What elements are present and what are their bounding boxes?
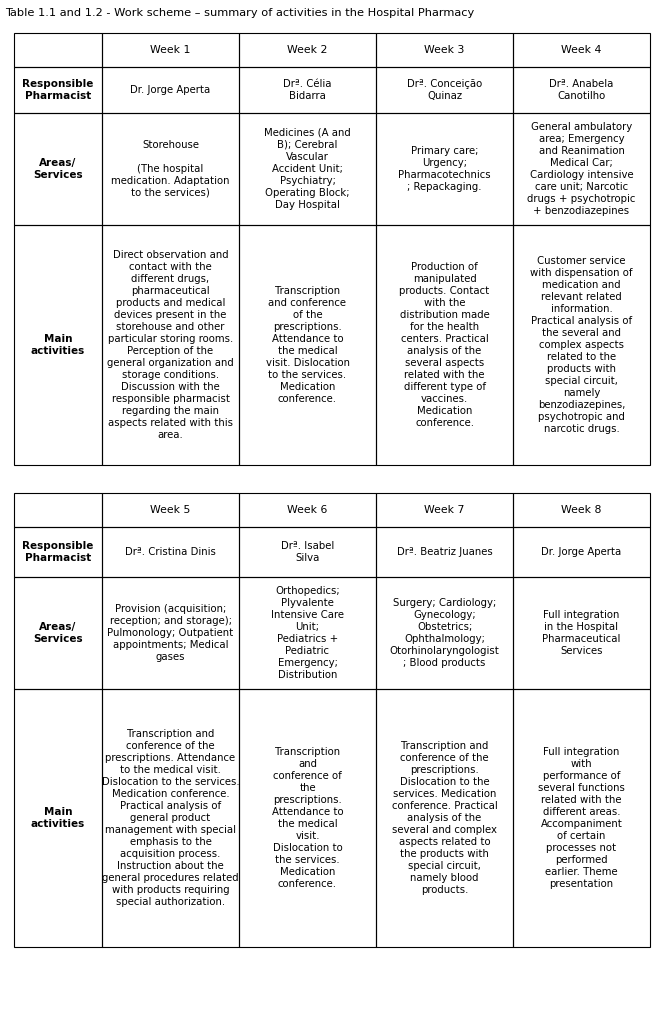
Text: Week 8: Week 8: [561, 505, 602, 515]
Bar: [239, 33, 376, 67]
Text: Full integration
with
performance of
several functions
related with the
differen: Full integration with performance of sev…: [538, 747, 625, 889]
Bar: [14, 67, 102, 113]
Text: Drª. Anabela
Canotilho: Drª. Anabela Canotilho: [549, 79, 613, 101]
Text: Drª. Célia
Bidarra: Drª. Célia Bidarra: [284, 79, 332, 101]
Text: Responsible
Pharmacist: Responsible Pharmacist: [22, 541, 94, 563]
Text: Full integration
in the Hospital
Pharmaceutical
Services: Full integration in the Hospital Pharmac…: [542, 610, 621, 657]
Bar: [376, 33, 513, 67]
Text: Drª. Cristina Dinis: Drª. Cristina Dinis: [125, 547, 216, 557]
Bar: [376, 113, 513, 225]
Text: Week 7: Week 7: [424, 505, 465, 515]
Text: Dr. Jorge Aperta: Dr. Jorge Aperta: [130, 85, 211, 95]
Bar: [102, 527, 239, 577]
Text: Areas/
Services: Areas/ Services: [33, 622, 83, 644]
Bar: [102, 689, 239, 947]
Text: Direct observation and
contact with the
different drugs,
pharmaceutical
products: Direct observation and contact with the …: [107, 250, 234, 440]
Bar: [14, 689, 102, 947]
Text: Main
activities: Main activities: [31, 334, 85, 356]
Bar: [102, 493, 239, 527]
Bar: [513, 225, 650, 465]
Bar: [14, 113, 102, 225]
Text: Main
activities: Main activities: [31, 807, 85, 829]
Bar: [239, 225, 376, 465]
Bar: [376, 493, 513, 527]
Bar: [376, 67, 513, 113]
Text: Week 4: Week 4: [561, 45, 602, 55]
Bar: [513, 67, 650, 113]
Bar: [376, 577, 513, 689]
Bar: [14, 225, 102, 465]
Bar: [513, 527, 650, 577]
Bar: [239, 67, 376, 113]
Text: Medicines (A and
B); Cerebral
Vascular
Accident Unit;
Psychiatry;
Operating Bloc: Medicines (A and B); Cerebral Vascular A…: [264, 128, 351, 210]
Text: Week 6: Week 6: [288, 505, 328, 515]
Bar: [102, 33, 239, 67]
Bar: [239, 689, 376, 947]
Text: Dr. Jorge Aperta: Dr. Jorge Aperta: [541, 547, 621, 557]
Text: Transcription and
conference of the
prescriptions.
Dislocation to the
services. : Transcription and conference of the pres…: [391, 741, 497, 895]
Text: Transcription
and
conference of
the
prescriptions.
Attendance to
the medical
vis: Transcription and conference of the pres…: [272, 747, 343, 889]
Bar: [513, 33, 650, 67]
Text: Storehouse

(The hospital
medication. Adaptation
to the services): Storehouse (The hospital medication. Ada…: [111, 140, 230, 198]
Text: Drª. Conceição
Quinaz: Drª. Conceição Quinaz: [407, 79, 482, 101]
Bar: [513, 577, 650, 689]
Bar: [239, 527, 376, 577]
Bar: [14, 577, 102, 689]
Text: Week 1: Week 1: [150, 45, 190, 55]
Text: Provision (acquisition;
reception; and storage);
Pulmonology; Outpatient
appoint: Provision (acquisition; reception; and s…: [107, 604, 233, 662]
Text: Drª. Isabel
Silva: Drª. Isabel Silva: [281, 541, 334, 563]
Text: Surgery; Cardiology;
Gynecology;
Obstetrics;
Ophthalmology;
Otorhinolaryngologis: Surgery; Cardiology; Gynecology; Obstetr…: [389, 598, 500, 668]
Bar: [376, 225, 513, 465]
Text: Production of
manipulated
products. Contact
with the
distribution made
for the h: Production of manipulated products. Cont…: [399, 262, 490, 428]
Bar: [239, 577, 376, 689]
Text: Customer service
with dispensation of
medication and
relevant related
informatio: Customer service with dispensation of me…: [530, 256, 633, 434]
Text: Table 1.1 and 1.2 - Work scheme – summary of activities in the Hospital Pharmacy: Table 1.1 and 1.2 - Work scheme – summar…: [5, 8, 474, 18]
Text: Week 2: Week 2: [288, 45, 328, 55]
Bar: [513, 689, 650, 947]
Text: Transcription and
conference of the
prescriptions. Attendance
to the medical vis: Transcription and conference of the pres…: [102, 729, 239, 907]
Bar: [102, 67, 239, 113]
Text: General ambulatory
area; Emergency
and Reanimation
Medical Car;
Cardiology inten: General ambulatory area; Emergency and R…: [527, 121, 636, 216]
Bar: [239, 493, 376, 527]
Text: Week 5: Week 5: [150, 505, 190, 515]
Bar: [239, 113, 376, 225]
Text: Drª. Beatriz Juanes: Drª. Beatriz Juanes: [397, 547, 492, 557]
Bar: [513, 113, 650, 225]
Bar: [102, 113, 239, 225]
Bar: [376, 527, 513, 577]
Bar: [14, 33, 102, 67]
Bar: [102, 577, 239, 689]
Text: Areas/
Services: Areas/ Services: [33, 158, 83, 180]
Bar: [102, 225, 239, 465]
Bar: [513, 493, 650, 527]
Text: Responsible
Pharmacist: Responsible Pharmacist: [22, 79, 94, 101]
Bar: [376, 689, 513, 947]
Bar: [14, 493, 102, 527]
Text: Primary care;
Urgency;
Pharmacotechnics
; Repackaging.: Primary care; Urgency; Pharmacotechnics …: [398, 146, 491, 192]
Bar: [14, 527, 102, 577]
Text: Orthopedics;
Plyvalente
Intensive Care
Unit;
Pediatrics +
Pediatric
Emergency;
D: Orthopedics; Plyvalente Intensive Care U…: [271, 586, 344, 680]
Text: Week 3: Week 3: [424, 45, 465, 55]
Text: Transcription
and conference
of the
prescriptions.
Attendance to
the medical
vis: Transcription and conference of the pres…: [266, 286, 350, 404]
